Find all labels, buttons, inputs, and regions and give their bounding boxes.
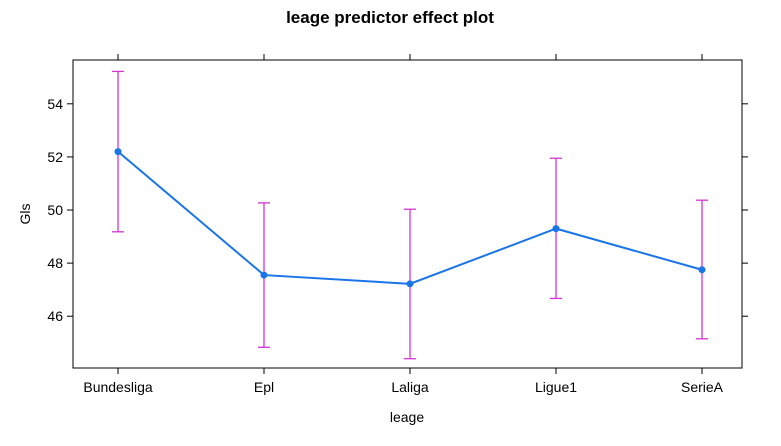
- y-tick-label: 50: [47, 202, 63, 218]
- data-point: [406, 280, 414, 288]
- data-point: [114, 148, 122, 156]
- x-axis-label: leage: [390, 409, 424, 425]
- y-tick-label: 46: [47, 308, 63, 324]
- x-tick-label: Ligue1: [535, 379, 577, 395]
- x-tick-label: Laliga: [391, 379, 429, 395]
- x-tick-label: Bundesliga: [83, 379, 152, 395]
- y-tick-label: 54: [47, 96, 63, 112]
- data-point: [698, 266, 706, 274]
- y-tick-label: 52: [47, 149, 63, 165]
- chart-title: leage predictor effect plot: [286, 8, 494, 27]
- data-point: [260, 271, 268, 279]
- x-tick-label: Epl: [254, 379, 274, 395]
- x-tick-label: SerieA: [681, 379, 724, 395]
- data-point: [552, 225, 560, 233]
- y-axis-label: Gls: [17, 204, 33, 225]
- y-tick-label: 48: [47, 255, 63, 271]
- plot-frame: [72, 59, 743, 369]
